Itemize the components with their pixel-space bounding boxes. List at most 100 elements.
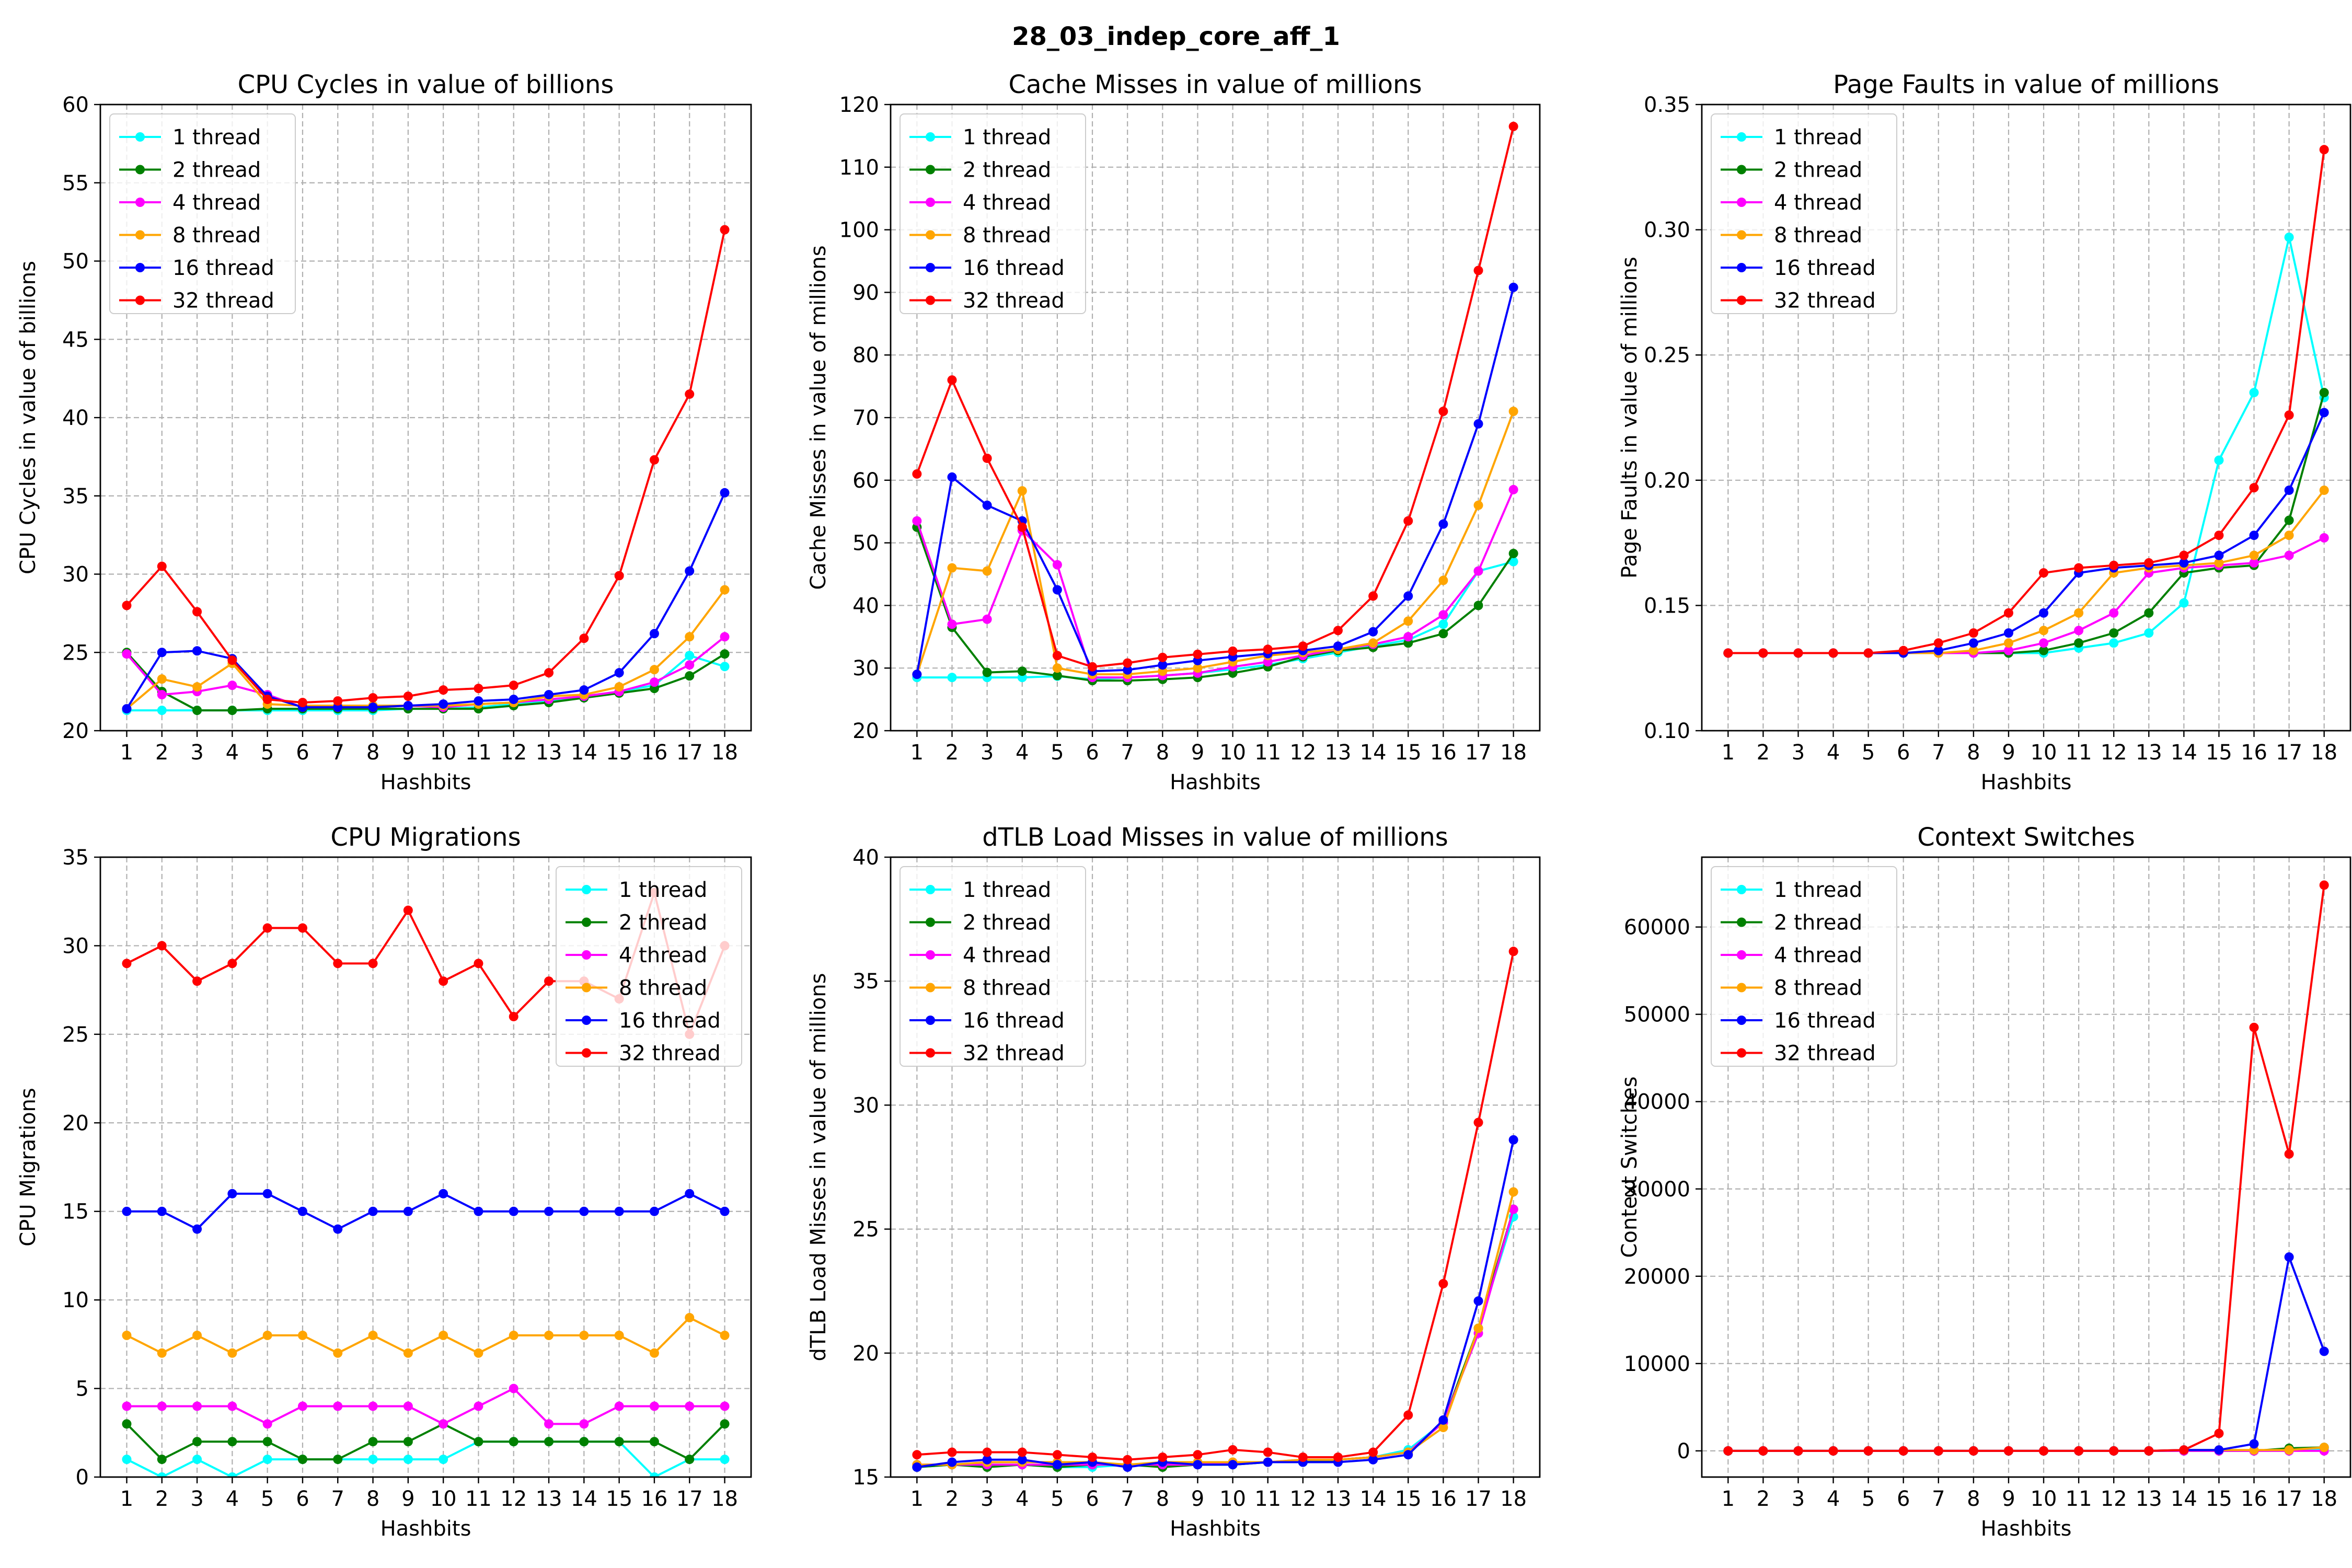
- y-tick-label: 40000: [1624, 1090, 1690, 1114]
- legend: 1 thread 2 thread 4 thread 8 thread 16 threa…: [1711, 113, 1897, 314]
- legend-label: 2 thread: [172, 158, 261, 182]
- data-point-16-thread: [2284, 485, 2294, 495]
- data-point-16-thread: [2003, 628, 2013, 638]
- series-line-16-thread: [1728, 412, 2325, 654]
- data-point-1-thread: [403, 1455, 413, 1465]
- x-axis-label: Hashbits: [1170, 770, 1261, 794]
- data-point-16-thread: [579, 685, 589, 695]
- data-point-2-thread: [368, 1437, 378, 1447]
- x-tick-label: 7: [1121, 741, 1134, 765]
- data-point-8-thread: [2249, 550, 2259, 560]
- legend-marker: [926, 263, 935, 272]
- y-tick-label: 15: [852, 1466, 879, 1490]
- legend-marker: [1737, 198, 1746, 207]
- data-point-8-thread: [544, 1330, 554, 1340]
- legend-label: 1 thread: [172, 125, 261, 149]
- series-line-2-thread: [126, 1423, 725, 1461]
- data-point-32-thread: [1088, 662, 1098, 672]
- series-line-4-thread: [916, 489, 1515, 679]
- subplot-title: CPU Cycles in value of billions: [238, 70, 614, 99]
- x-tick-label: 15: [606, 741, 632, 765]
- legend-label: 4 thread: [963, 191, 1051, 215]
- legend-label: 32 thread: [172, 289, 274, 313]
- data-point-1-thread: [649, 1472, 659, 1477]
- series-line-4-thread: [126, 1387, 725, 1425]
- y-tick-label: 25: [62, 1023, 89, 1047]
- data-point-16-thread: [685, 566, 695, 576]
- data-point-32-thread: [1368, 1447, 1378, 1457]
- y-tick-label: 0: [76, 1466, 89, 1490]
- data-point-16-thread: [122, 704, 132, 714]
- x-axis-label: Hashbits: [1981, 1517, 2072, 1541]
- data-point-16-thread: [509, 695, 518, 705]
- y-tick-label: 0.25: [1644, 343, 1690, 367]
- data-point-8-thread: [685, 1313, 695, 1323]
- data-point-32-thread: [509, 1011, 518, 1021]
- legend-label: 4 thread: [172, 191, 261, 215]
- legend-marker: [1737, 263, 1746, 272]
- y-tick-label: 45: [62, 328, 89, 352]
- legend-label: 32 thread: [963, 289, 1065, 313]
- plot-area: [122, 225, 730, 716]
- x-tick-label: 17: [1465, 741, 1492, 765]
- data-point-32-thread: [1723, 648, 1733, 658]
- data-point-32-thread: [122, 601, 132, 610]
- data-point-4-thread: [1052, 560, 1062, 570]
- data-point-2-thread: [544, 1437, 554, 1447]
- legend-marker: [1737, 230, 1746, 240]
- data-point-16-thread: [192, 646, 202, 656]
- data-point-8-thread: [1508, 407, 1518, 417]
- series-line-16-thread: [917, 1139, 1515, 1469]
- data-point-32-thread: [982, 1447, 992, 1457]
- data-point-16-thread: [439, 1189, 448, 1198]
- data-point-32-thread: [2179, 1445, 2189, 1455]
- data-point-16-thread: [1017, 1455, 1027, 1465]
- data-point-16-thread: [2179, 558, 2189, 568]
- x-tick-label: 12: [1289, 1487, 1316, 1511]
- data-point-32-thread: [2109, 560, 2119, 570]
- x-tick-label: 13: [536, 1487, 562, 1511]
- legend-marker: [1737, 917, 1746, 927]
- x-tick-label: 12: [1289, 741, 1316, 765]
- x-tick-label: 5: [1051, 741, 1064, 765]
- data-point-2-thread: [333, 1455, 343, 1465]
- x-tick-label: 17: [2276, 741, 2302, 765]
- data-point-32-thread: [1263, 1447, 1273, 1457]
- x-tick-label: 13: [536, 741, 562, 765]
- data-point-32-thread: [1298, 641, 1308, 651]
- x-tick-label: 5: [1862, 741, 1875, 765]
- axes-frame: [1701, 856, 2351, 1478]
- data-point-16-thread: [2039, 608, 2049, 618]
- legend-marker: [135, 263, 145, 272]
- data-point-1-thread: [2214, 455, 2224, 465]
- data-point-1-thread: [2284, 232, 2294, 242]
- data-point-16-thread: [1438, 519, 1448, 529]
- x-tick-label: 16: [641, 1487, 667, 1511]
- series-line-32-thread: [1728, 885, 2325, 1452]
- series-line-16-thread: [916, 287, 1515, 675]
- y-tick-label: 5: [76, 1377, 89, 1401]
- data-point-4-thread: [227, 1401, 237, 1411]
- x-tick-label: 3: [981, 1487, 994, 1511]
- y-tick-label: 20: [852, 1342, 879, 1366]
- data-point-32-thread: [982, 453, 992, 463]
- legend-box: [556, 866, 742, 1067]
- y-tick-label: 80: [852, 343, 879, 367]
- data-point-8-thread: [2284, 1445, 2294, 1455]
- data-point-2-thread: [2319, 388, 2329, 398]
- x-tick-label: 2: [946, 1487, 959, 1511]
- data-point-32-thread: [544, 668, 554, 678]
- data-point-32-thread: [2319, 880, 2329, 890]
- data-point-32-thread: [1333, 626, 1343, 636]
- data-point-4-thread: [333, 1401, 343, 1411]
- data-point-4-thread: [685, 660, 695, 670]
- legend-label: 32 thread: [1774, 289, 1876, 313]
- data-point-16-thread: [157, 648, 167, 658]
- x-tick-label: 3: [1792, 1487, 1805, 1511]
- figure-title: 28_03_indep_core_aff_1: [1012, 22, 1340, 51]
- data-point-1-thread: [685, 651, 695, 661]
- data-point-16-thread: [912, 670, 922, 679]
- data-point-32-thread: [2003, 608, 2013, 618]
- data-point-32-thread: [1828, 648, 1838, 658]
- x-tick-label: 7: [1932, 741, 1945, 765]
